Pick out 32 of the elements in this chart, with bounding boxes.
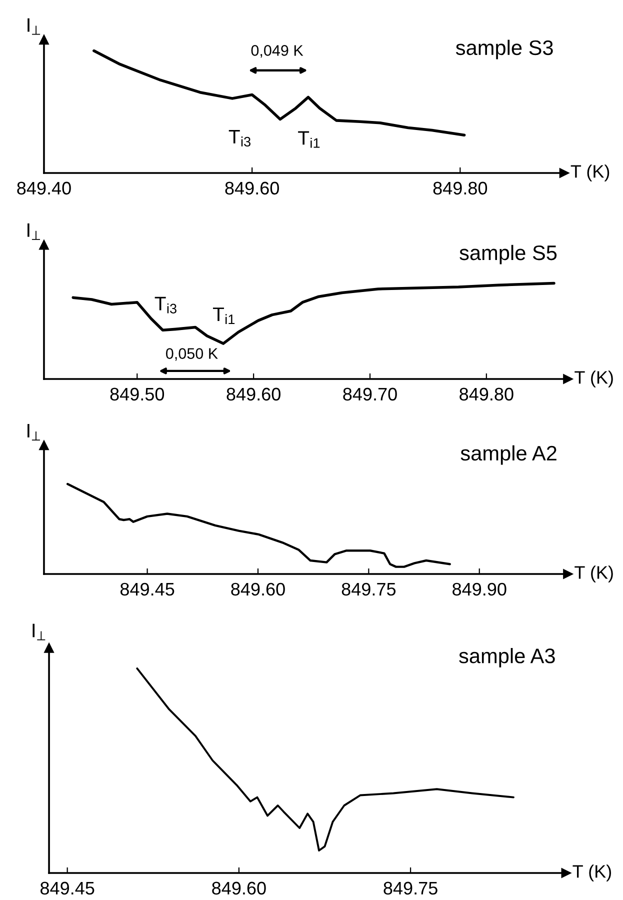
x-tick-label: 849.60 (226, 388, 280, 401)
annotation: T$_{i3}$ (154, 296, 176, 314)
annotation: 0,049 K (251, 45, 304, 58)
chart-title: sample S5 (460, 244, 557, 264)
chart-title: sample A2 (460, 445, 556, 465)
y-axis-title: I$_{⊥}$ (28, 424, 40, 440)
x-tick-label: 849.80 (433, 182, 488, 195)
chart-title: sample A3 (459, 648, 555, 668)
x-tick-label: 849.70 (343, 388, 397, 401)
x-tick-label: 849.80 (460, 388, 514, 401)
annotation: T$_{i1}$ (298, 131, 320, 148)
x-axis-title: T (K) (574, 370, 613, 388)
x-tick-label: 849.45 (120, 582, 174, 596)
x-axis-title: T (K) (572, 864, 611, 882)
x-tick-label: 849.75 (342, 582, 396, 596)
x-axis-title: T (K) (570, 164, 610, 182)
x-tick-label: 849.50 (110, 388, 164, 401)
x-axis-title: T (K) (574, 566, 613, 582)
x-tick-label: 849.60 (225, 182, 279, 195)
y-axis-title: I$_{⊥}$ (32, 624, 46, 640)
y-axis-title: I$_{⊥}$ (28, 223, 40, 240)
chart-title: sample S3 (456, 40, 553, 60)
x-tick-label: 849.90 (452, 582, 506, 596)
x-tick-label: 849.60 (212, 882, 266, 895)
annotation: T$_{i1}$ (212, 308, 235, 324)
annotation: 0,050 K (166, 348, 218, 361)
x-tick-label: 849.75 (384, 882, 438, 895)
x-tick-label: 849.40 (17, 182, 71, 195)
annotation: T$_{i3}$ (228, 130, 250, 147)
x-tick-label: 849.45 (40, 882, 94, 895)
y-axis-title: I$_{⊥}$ (28, 18, 40, 35)
x-tick-label: 849.60 (231, 582, 285, 596)
